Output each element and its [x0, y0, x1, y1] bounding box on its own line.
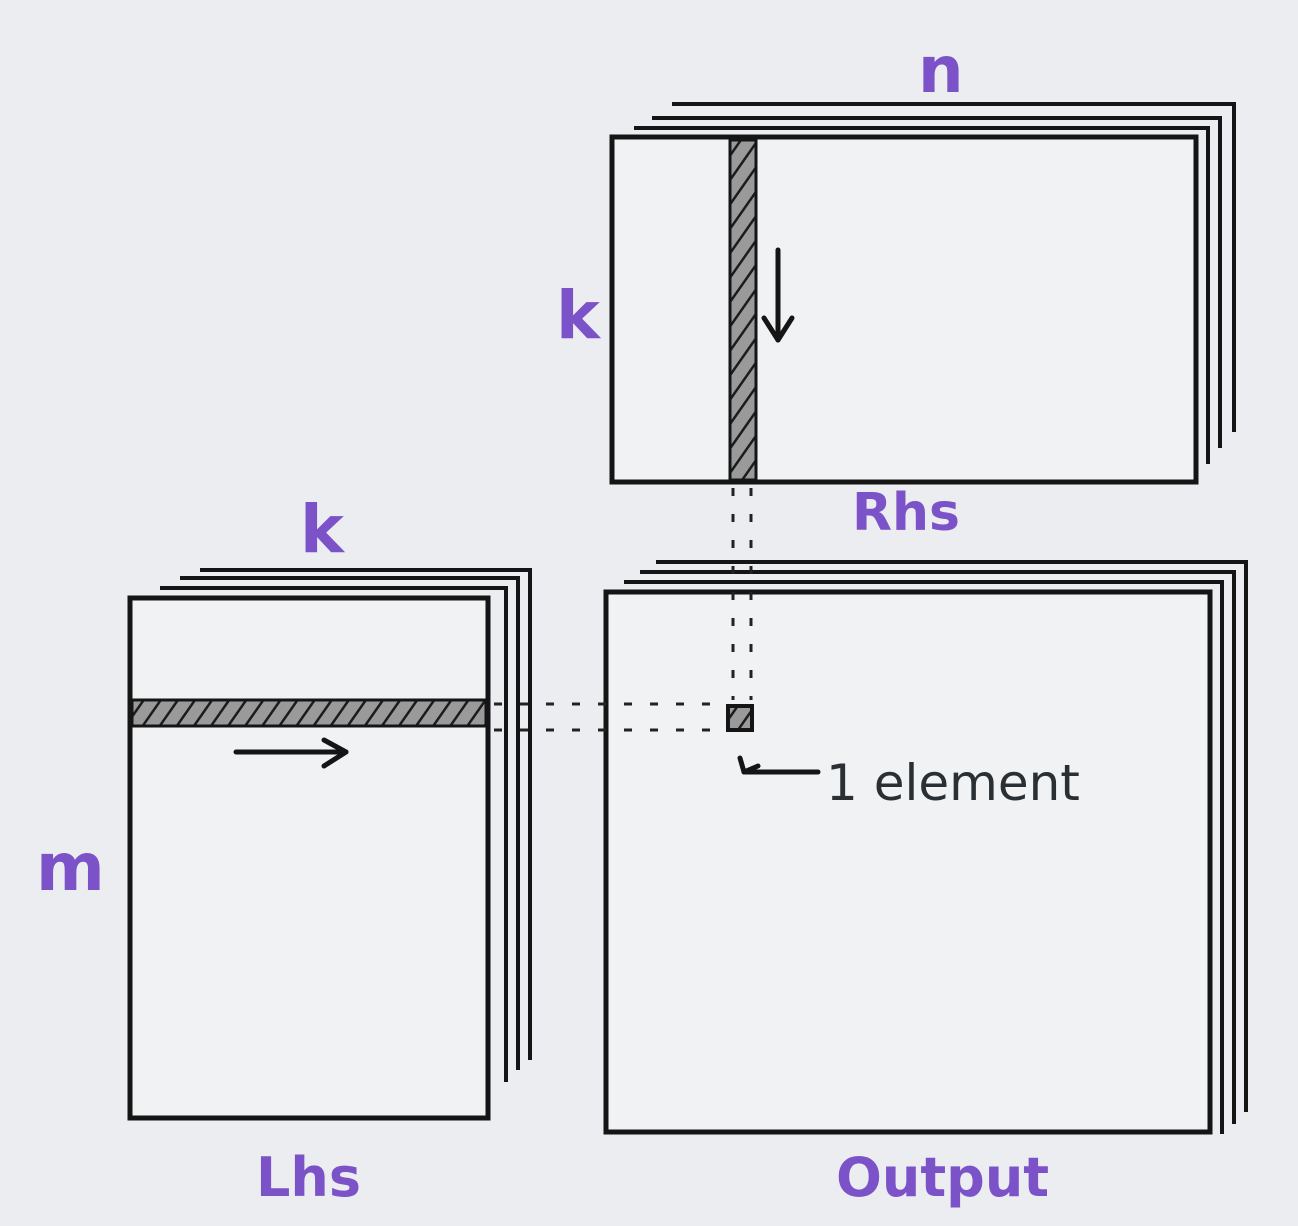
lhs-stack-layer-1: [160, 586, 508, 1082]
lhs-highlighted-row: [130, 698, 488, 728]
lhs-k-label: k: [300, 491, 346, 568]
output-single-element: [726, 704, 754, 732]
rhs-k-label: k: [556, 277, 602, 354]
rhs-highlighted-column: [728, 138, 758, 482]
output-stack-layer-2: [640, 570, 1236, 1124]
output-caption: Output: [836, 1146, 1049, 1209]
output-stack-layer-1: [624, 580, 1224, 1134]
rhs-stack-layer-1: [634, 126, 1210, 464]
lhs-caption: Lhs: [256, 1146, 361, 1209]
rhs-front-sheet: [609, 134, 1199, 485]
column-guide-lines: [731, 488, 753, 700]
output-matrix: [603, 560, 1248, 1135]
output-stack-layer-3: [656, 560, 1248, 1112]
rhs-matrix: [609, 102, 1236, 485]
rhs-stack-layer-2: [652, 116, 1222, 448]
output-front-sheet: [603, 589, 1213, 1135]
element-annotation: 1 element: [826, 754, 1080, 812]
element-pointer-arrow: [737, 755, 821, 775]
lhs-matrix: [127, 568, 532, 1121]
lhs-right-arrow: [233, 737, 349, 769]
lhs-stack-layer-2: [180, 576, 520, 1070]
rhs-caption: Rhs: [852, 483, 960, 543]
lhs-m-label: m: [36, 829, 105, 906]
rhs-down-arrow: [761, 247, 795, 343]
rhs-stack-layer-3: [672, 102, 1236, 432]
lhs-stack-layer-3: [200, 568, 532, 1060]
lhs-front-sheet: [127, 595, 491, 1121]
rhs-n-label: n: [918, 34, 964, 108]
